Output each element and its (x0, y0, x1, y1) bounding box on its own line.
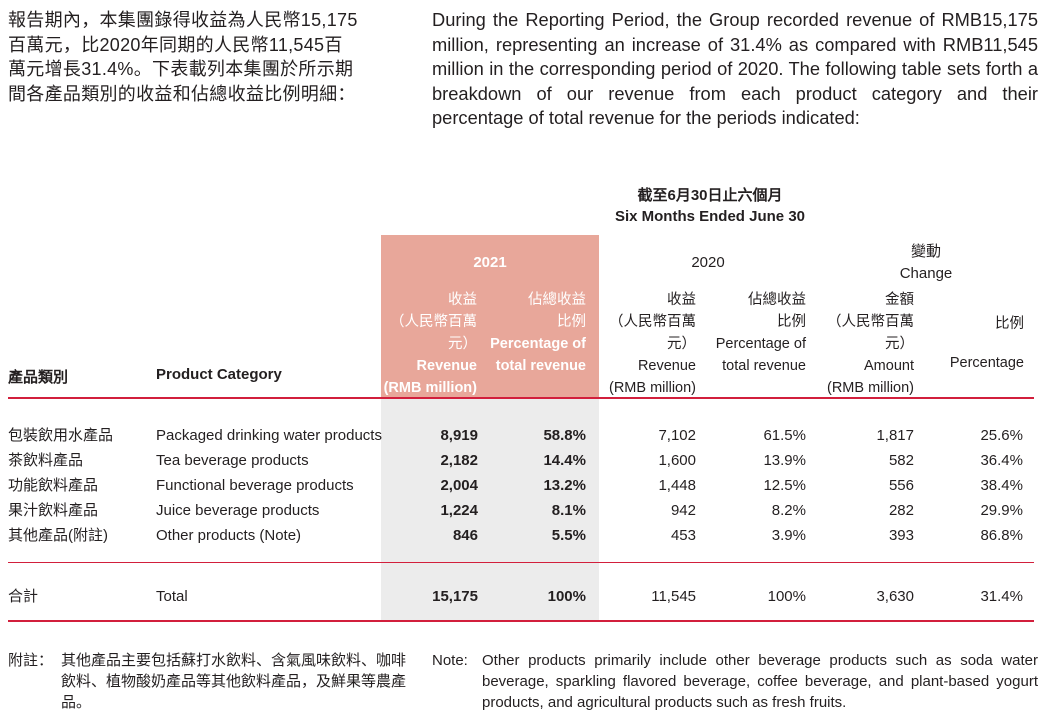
header-category-en: Product Category (156, 366, 282, 383)
year-2020-label: 2020 (691, 254, 725, 271)
header-revenue-2020: 收益 （人民幣百萬元） Revenue (RMB million) (609, 292, 696, 396)
cell-percentage-change: 25.6% (980, 427, 1023, 444)
cell-category-zh: 包裝飲用水產品 (8, 427, 114, 444)
cell-revenue-2020: 1,600 (658, 452, 696, 469)
note-zh: 附註： 其他產品主要包括蘇打水飲料、含氣風味飲料、咖啡飲料、植物酸奶產品等其他飲… (8, 650, 408, 713)
cell-revenue-2021: 2,004 (440, 477, 478, 494)
cell-category-en: Total (156, 588, 188, 605)
cell-revenue-2021: 846 (452, 527, 478, 544)
cell-percentage-2020: 3.9% (771, 527, 806, 544)
change-label-en: Change (899, 265, 953, 282)
cell-percentage-2021: 14.4% (543, 452, 586, 469)
header-rule (8, 397, 1034, 399)
cell-percentage-2021: 13.2% (543, 477, 586, 494)
header-category-zh: 產品類別 (8, 369, 69, 386)
cell-amount-change: 582 (888, 452, 914, 469)
highlight-2021-header (381, 235, 599, 398)
cell-revenue-2020: 453 (670, 527, 696, 544)
note-label-zh: 附註： (8, 652, 54, 669)
cell-amount-change: 393 (888, 527, 914, 544)
cell-percentage-2021: 100% (547, 588, 586, 605)
cell-category-en: Tea beverage products (156, 452, 309, 469)
header-amount-change: 金額 （人民幣百萬元） Amount (RMB million) (827, 292, 914, 396)
highlight-2021-body (381, 398, 599, 620)
cell-percentage-2020: 12.5% (763, 477, 806, 494)
cell-category-zh: 功能飲料產品 (8, 477, 99, 494)
table-row: 功能飲料產品 Functional beverage products 2,004 1… (0, 473, 1046, 498)
cell-percentage-2021: 8.1% (551, 502, 586, 519)
cell-revenue-2021: 8,919 (440, 427, 478, 444)
cell-revenue-2020: 942 (670, 502, 696, 519)
note-text-zh: 其他產品主要包括蘇打水飲料、含氣風味飲料、咖啡飲料、植物酸奶產品等其他飲料產品，… (61, 652, 407, 711)
cell-percentage-change: 29.9% (980, 502, 1023, 519)
cell-revenue-2020: 11,545 (651, 588, 696, 605)
header-percentage-2021: 佔總收益 比例 Percentage of total revenue (490, 292, 586, 374)
cell-revenue-2021: 1,224 (440, 502, 478, 519)
cell-amount-change: 556 (888, 477, 914, 494)
table-row-total: 合計 Total 15,175 100% 11,545 100% 3,630 3… (0, 584, 1046, 609)
header-revenue-2021: 收益 （人民幣百萬元） Revenue (RMB million) (383, 292, 477, 396)
table-row: 包裝飲用水產品 Packaged drinking water products 8… (0, 423, 1046, 448)
cell-category-en: Juice beverage products (156, 502, 320, 519)
cell-percentage-change: 31.4% (980, 588, 1023, 605)
cell-category-zh: 其他產品(附註) (8, 527, 108, 544)
cell-category-zh: 果汁飲料產品 (8, 502, 99, 519)
cell-percentage-change: 38.4% (980, 477, 1023, 494)
cell-revenue-2020: 7,102 (658, 427, 696, 444)
intro-paragraph-zh: 報告期內，本集團錄得收益為人民幣15,175 百萬元，比2020年同期的人民幣1… (8, 10, 358, 104)
cell-revenue-2021: 2,182 (440, 452, 478, 469)
note-en: Note: Other products primarily include o… (432, 650, 1038, 713)
header-percentage-change: 比例 Percentage (949, 316, 1024, 371)
year-2021-label: 2021 (473, 254, 507, 271)
cell-percentage-change: 36.4% (980, 452, 1023, 469)
cell-category-en: Packaged drinking water products (156, 427, 382, 444)
header-percentage-2020: 佔總收益 比例 Percentage of total revenue (715, 292, 806, 374)
cell-category-zh: 合計 (8, 588, 39, 605)
cell-amount-change: 3,630 (876, 588, 914, 605)
cell-category-en: Functional beverage products (156, 477, 354, 494)
cell-percentage-2020: 100% (767, 588, 806, 605)
cell-revenue-2021: 15,175 (432, 588, 478, 605)
table-row: 茶飲料產品 Tea beverage products 2,182 14.4% 1,60… (0, 448, 1046, 473)
note-text-en: Other products primarily include other b… (482, 652, 1038, 711)
cell-amount-change: 282 (888, 502, 914, 519)
period-title-en: Six Months Ended June 30 (614, 208, 806, 225)
intro-paragraph-en: During the Reporting Period, the Group r… (432, 9, 1038, 128)
cell-percentage-2020: 61.5% (763, 427, 806, 444)
cell-percentage-change: 86.8% (980, 527, 1023, 544)
cell-revenue-2020: 1,448 (658, 477, 696, 494)
change-label-zh: 變動 (910, 243, 941, 260)
cell-percentage-2021: 5.5% (551, 527, 586, 544)
total-rule (8, 562, 1034, 563)
period-title-zh: 截至6月30日止六個月 (637, 187, 783, 204)
cell-amount-change: 1,817 (876, 427, 914, 444)
cell-percentage-2020: 13.9% (763, 452, 806, 469)
note-label-en: Note: (432, 652, 468, 669)
table-row: 果汁飲料產品 Juice beverage products 1,224 8.1% 94… (0, 498, 1046, 523)
cell-percentage-2021: 58.8% (543, 427, 586, 444)
cell-category-zh: 茶飲料產品 (8, 452, 84, 469)
cell-category-en: Other products (Note) (156, 527, 302, 544)
table-row: 其他產品(附註) Other products (Note) 846 5.5% 453 3… (0, 523, 1046, 548)
cell-percentage-2020: 8.2% (771, 502, 806, 519)
footer-rule (8, 620, 1034, 622)
